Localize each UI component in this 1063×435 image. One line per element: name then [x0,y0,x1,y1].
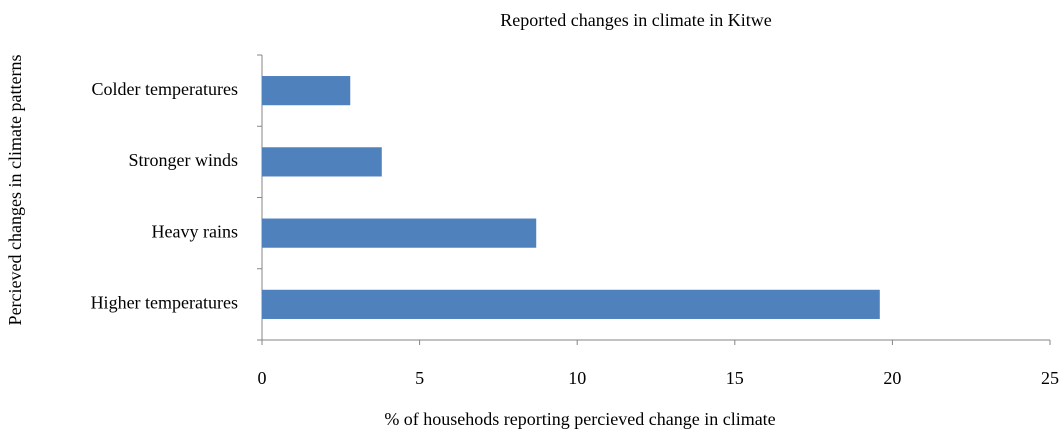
y-axis-label: Percieved changes in climate patterns [5,55,25,326]
x-tick-label: 10 [568,368,586,388]
y-tick-label: Colder temperatures [92,79,238,99]
x-tick-label: 0 [258,368,267,388]
bar [262,289,880,319]
x-tick-label: 20 [883,368,901,388]
y-tick-label: Higher temperatures [91,293,238,313]
bar [262,76,351,106]
chart-title: Reported changes in climate in Kitwe [500,10,771,30]
x-axis-label: % of househods reporting percieved chang… [384,409,775,429]
x-tick-label: 25 [1041,368,1059,388]
y-tick-label: Heavy rains [152,221,238,241]
x-tick-label: 15 [726,368,744,388]
x-tick-label: 5 [415,368,424,388]
y-tick-label: Stronger winds [129,150,239,170]
bar [262,147,382,177]
bar [262,218,537,248]
